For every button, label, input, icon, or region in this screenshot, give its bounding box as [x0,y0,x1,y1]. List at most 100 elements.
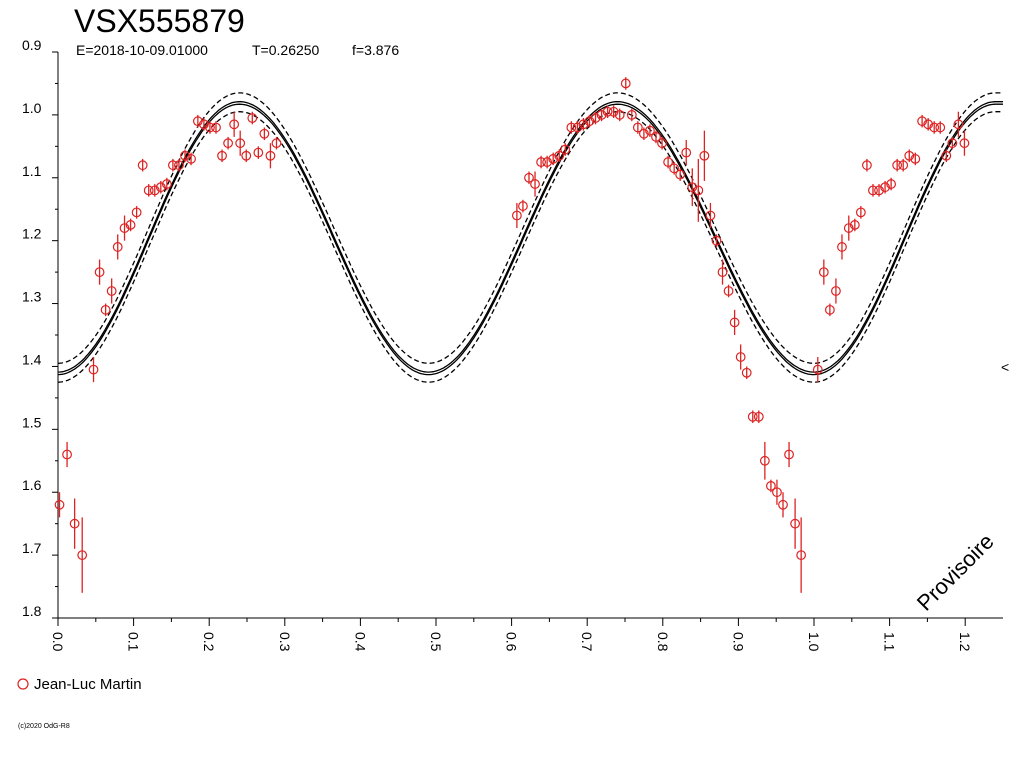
data-point [790,518,800,529]
data-point [100,304,111,315]
data-point [657,138,667,149]
data-point [186,154,196,164]
data-point [651,131,661,142]
data-point [143,185,154,196]
provisional-watermark: Provisoire [912,529,999,616]
data-point [596,109,607,120]
x-tick-label: 1.1 [882,632,898,652]
period-label: T=0.26250 [252,42,320,58]
data-point [812,364,823,375]
data-point [886,179,897,189]
data-point [566,122,577,133]
x-tick-label: 0.0 [50,632,66,652]
legend-observer: Jean-Luc Martin [34,676,142,693]
data-point [753,411,764,422]
data-point [199,119,209,130]
data-point [174,160,184,171]
data-point [271,138,282,149]
data-point [620,78,631,89]
data-point [862,160,872,171]
data-point [88,364,99,375]
x-tick-label: 0.2 [201,632,217,652]
data-point [205,122,215,133]
data-points [54,77,970,593]
data-point [62,449,72,460]
data-point [959,138,970,149]
data-point [639,128,649,139]
y-tick-label: 1.4 [22,351,42,367]
data-point [729,317,740,328]
data-point [149,185,160,196]
data-point [849,220,860,230]
data-point [880,182,890,193]
data-point [693,185,704,196]
copyright-notice: (c)2020 OdG-R8 [18,723,70,730]
data-point [929,122,940,133]
data-point [155,182,166,193]
data-point [772,487,782,498]
data-point [855,207,866,218]
data-point [675,169,686,180]
y-tick-label: 1.0 [22,100,42,116]
data-point [874,185,884,196]
data-point [223,138,234,149]
data-point [137,160,148,171]
data-point [910,154,921,164]
data-point [235,138,246,149]
data-point [578,119,589,130]
model-curves [57,92,1003,383]
data-point [735,352,746,362]
data-point [590,113,601,123]
data-point [572,122,583,133]
data-point [892,160,903,171]
x-tick-label: 0.7 [579,632,595,652]
data-point [241,150,252,161]
data-point [645,125,655,136]
y-tick-label: 1.8 [22,603,42,619]
y-tick-label: 1.3 [22,289,42,305]
y-tick-label: 1.6 [22,477,42,493]
data-point [542,157,553,167]
data-point [898,160,909,171]
data-point [548,154,559,164]
x-tick-label: 0.8 [655,632,671,652]
data-point [180,150,190,161]
epoch-label: E=2018-10-09.01000 [76,42,208,58]
data-point [119,223,130,233]
data-point [759,455,770,466]
data-point [741,367,752,378]
data-point [824,304,835,315]
data-point [608,106,619,117]
data-point [705,210,716,221]
data-point [217,150,227,161]
data-point [632,122,643,133]
data-point [77,550,88,561]
data-point [935,122,946,133]
data-point [524,172,534,183]
frequency-label: f=3.876 [352,42,399,58]
data-point [560,144,571,155]
chart-title: VSX555879 [74,3,245,39]
data-point [663,157,673,167]
data-point [681,147,692,158]
data-point [125,220,136,230]
legend: Jean-Luc Martin [17,676,142,693]
data-point [511,210,522,221]
data-point [265,150,276,161]
data-point [784,449,794,460]
model-envelope-upper [57,111,1003,383]
x-tick-label: 1.0 [806,632,822,652]
y-tick-label: 1.5 [22,414,42,430]
data-point [917,116,928,127]
data-point [843,223,854,233]
data-point [54,499,65,510]
x-tick-label: 0.4 [352,632,368,652]
y-tick-label: 1.2 [22,226,42,242]
data-point [904,150,915,161]
data-point [253,147,264,158]
data-point [941,150,952,161]
x-tick-label: 0.3 [277,632,293,652]
data-point [766,481,776,491]
data-point [554,150,565,161]
data-point [818,267,829,278]
